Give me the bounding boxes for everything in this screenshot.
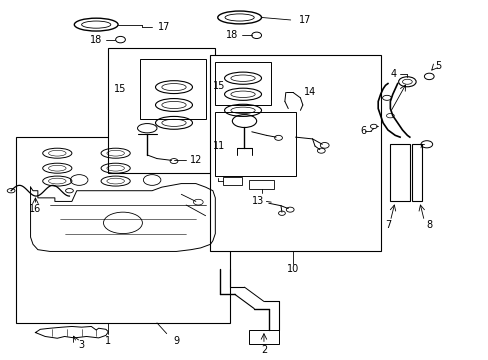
Text: 9: 9 — [173, 336, 179, 346]
Text: 7: 7 — [384, 220, 390, 230]
Text: 15: 15 — [114, 84, 126, 94]
Text: 2: 2 — [260, 345, 266, 355]
Text: 6: 6 — [359, 126, 366, 136]
Text: 16: 16 — [29, 204, 41, 214]
Text: 10: 10 — [286, 264, 299, 274]
Text: 12: 12 — [189, 156, 202, 165]
Text: 18: 18 — [90, 35, 102, 45]
Text: 15: 15 — [213, 81, 225, 91]
Bar — [16, 137, 229, 323]
Text: 11: 11 — [212, 141, 224, 151]
Bar — [215, 62, 271, 105]
Text: 17: 17 — [299, 15, 311, 25]
Bar — [108, 48, 215, 173]
Bar — [140, 59, 205, 119]
Bar — [222, 177, 242, 185]
Text: 14: 14 — [304, 87, 316, 98]
Text: 18: 18 — [226, 30, 238, 40]
Bar — [411, 144, 421, 202]
Bar — [249, 180, 273, 189]
Bar — [215, 112, 295, 176]
Text: 13: 13 — [251, 197, 264, 206]
Text: 1: 1 — [105, 336, 111, 346]
Text: 4: 4 — [389, 68, 395, 78]
Text: 8: 8 — [426, 220, 431, 230]
Text: 5: 5 — [434, 61, 440, 71]
Bar — [210, 55, 380, 251]
Text: 3: 3 — [79, 340, 84, 350]
Bar — [249, 330, 278, 344]
Text: 17: 17 — [158, 22, 170, 32]
Bar — [389, 144, 409, 202]
